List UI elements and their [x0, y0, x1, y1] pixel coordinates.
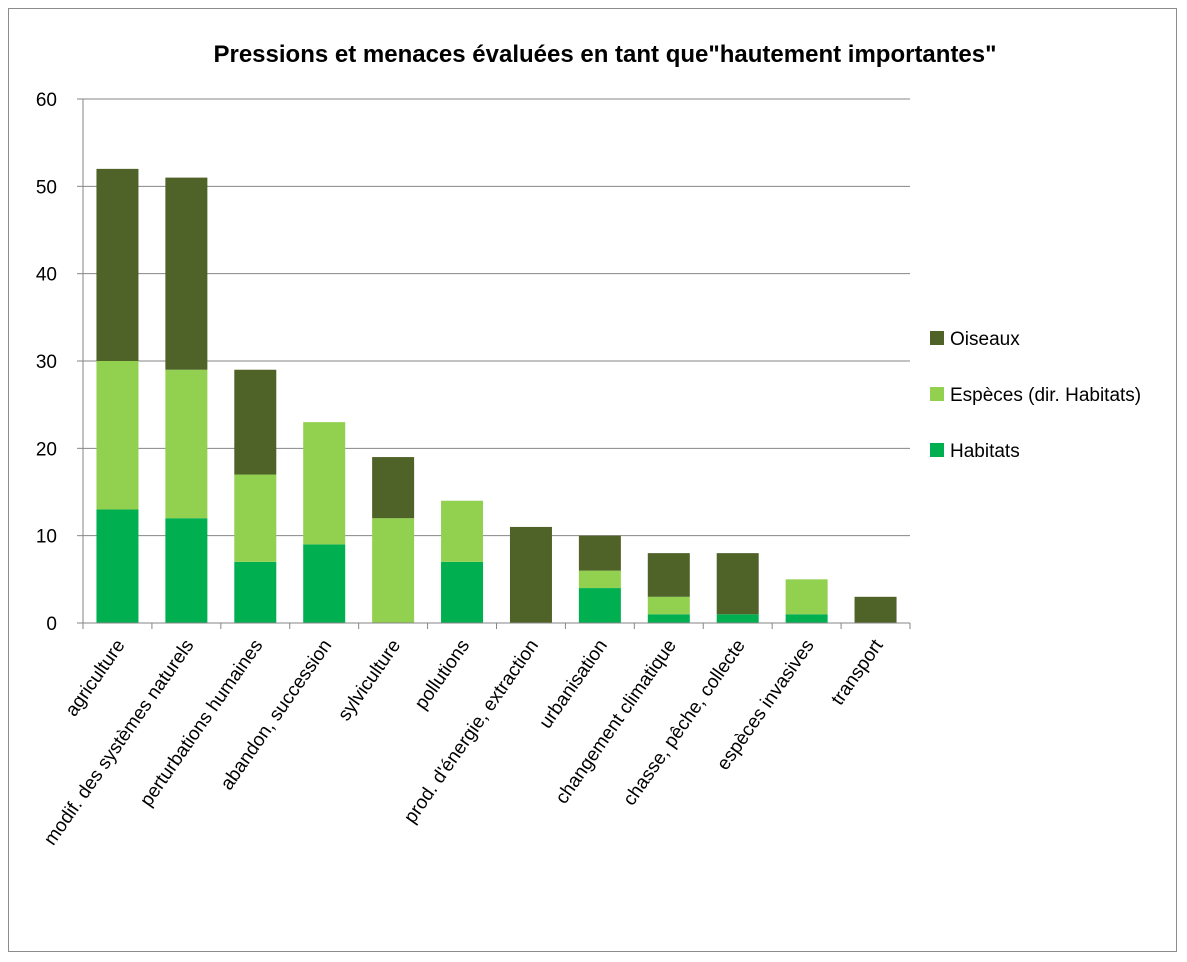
bar-8-series-2	[647, 553, 690, 597]
y-tick-label-0: 0	[46, 614, 57, 635]
bar-1-series-2	[165, 177, 208, 370]
bar-5-series-1	[441, 500, 484, 562]
bar-8-series-1	[647, 596, 690, 615]
x-tick-label-9: chasse, pêche, collecte	[619, 636, 749, 810]
x-tick-label-6: prod. d'énergie, extraction	[400, 636, 543, 828]
bar-1-series-0	[165, 518, 208, 623]
x-tick-label-5: pollutions	[411, 636, 474, 714]
bar-1-series-1	[165, 369, 208, 519]
y-tick-label-30: 30	[36, 352, 57, 373]
bar-10-series-1	[785, 579, 828, 615]
bar-10-series-0	[785, 614, 828, 623]
bar-7-series-2	[578, 535, 621, 571]
bar-11-series-2	[854, 596, 897, 623]
bar-3-series-0	[303, 544, 346, 623]
y-tick-label-60: 60	[36, 90, 57, 111]
bar-2-series-2	[234, 369, 277, 475]
y-tick-label-10: 10	[36, 527, 57, 548]
bar-0-series-1	[96, 361, 139, 510]
bar-0-series-2	[96, 168, 139, 361]
bar-6-series-2	[509, 526, 552, 623]
legend-label-1: Espèces (dir. Habitats)	[950, 385, 1141, 406]
bar-4-series-2	[372, 457, 415, 519]
bar-8-series-0	[647, 614, 690, 623]
bar-2-series-0	[234, 561, 277, 623]
bar-2-series-1	[234, 474, 277, 562]
bar-0-series-0	[96, 509, 139, 623]
axes	[77, 98, 911, 629]
x-tick-label-2: perturbations humaines	[136, 636, 267, 811]
y-tick-label-50: 50	[36, 177, 57, 198]
y-tick-label-40: 40	[36, 265, 57, 286]
bar-5-series-0	[441, 561, 484, 623]
y-tick-labels: 0 10 20 30 40 50 60	[36, 90, 57, 635]
y-tick-label-20: 20	[36, 439, 57, 460]
bar-7-series-1	[578, 570, 621, 589]
legend-swatch-0	[930, 331, 944, 345]
x-tick-label-4: sylviculture	[334, 636, 405, 725]
bars	[96, 168, 897, 623]
grid-lines	[83, 98, 910, 537]
legend-swatch-1	[930, 387, 944, 401]
legend-label-2: Habitats	[950, 441, 1020, 462]
bar-4-series-1	[372, 518, 415, 623]
chart-title: Pressions et menaces évaluées en tant qu…	[213, 41, 996, 68]
legend: Oiseaux Espèces (dir. Habitats) Habitats	[930, 329, 1141, 462]
x-tick-label-11: transport	[827, 635, 888, 709]
legend-label-0: Oiseaux	[950, 329, 1020, 350]
bar-9-series-2	[716, 553, 759, 615]
legend-swatch-2	[930, 443, 944, 457]
x-tick-label-8: changement climatique	[552, 636, 681, 808]
x-tick-label-0: agriculture	[61, 636, 129, 721]
bar-7-series-0	[578, 588, 621, 623]
x-tick-label-7: urbanisation	[535, 636, 612, 733]
bar-3-series-1	[303, 422, 346, 545]
bar-9-series-0	[716, 614, 759, 623]
